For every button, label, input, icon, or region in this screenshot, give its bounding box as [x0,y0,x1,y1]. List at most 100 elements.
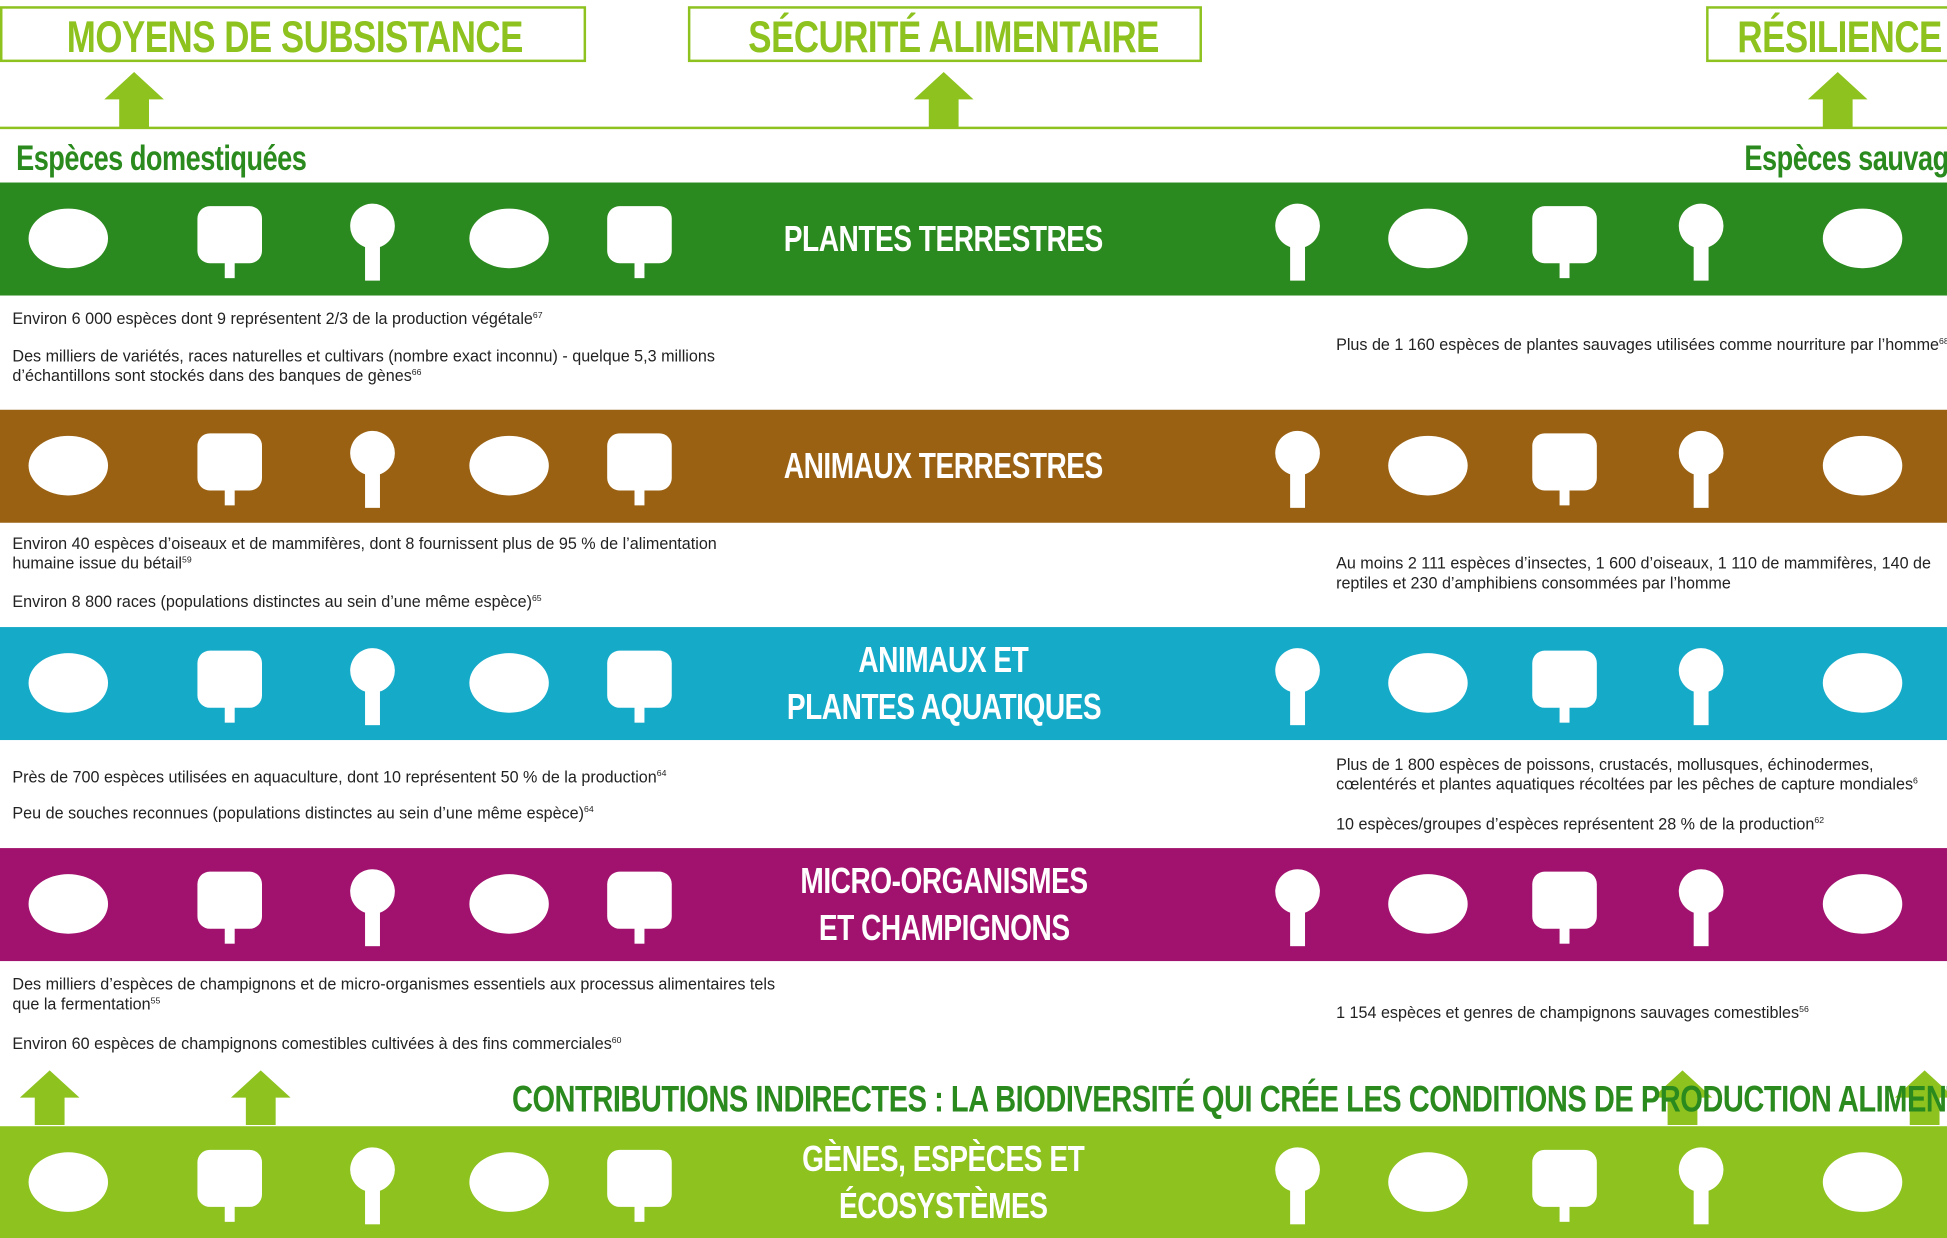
icon [607,1150,672,1207]
icon [635,261,645,278]
note-text: Des milliers d’espèces de champignons et… [12,975,775,1013]
icon [365,238,380,280]
icon [29,436,108,496]
icon [197,651,262,708]
note: Près de 700 espèces utilisées en aquacul… [12,767,782,787]
icon [635,488,645,505]
arrow [231,1070,291,1125]
icon [1560,926,1570,943]
icon [29,874,108,934]
icon [607,433,672,490]
note-text: Au moins 2 111 espèces d’insectes, 1 600… [1336,554,1931,592]
arrow [914,72,974,128]
icon [365,1182,380,1224]
note-ref: 64 [657,770,667,779]
label-text: Espèces domestiquées [16,134,306,184]
note: 10 espèces/groupes d’espèces représenten… [1336,815,1947,835]
icon [1532,651,1597,708]
icon [197,433,262,490]
note-ref: 59 [182,556,192,565]
note: Plus de 1 800 espèces de poissons, crust… [1336,755,1947,795]
note-text: Peu de souches reconnues (populations di… [12,803,584,822]
icon [469,436,548,496]
icon [1532,206,1597,263]
divider [0,127,1947,129]
icon [1290,683,1305,725]
footer-title: CONTRIBUTIONS INDIRECTES : LA BIODIVERSI… [298,1075,1689,1125]
note-text: 1 154 espèces et genres de champignons s… [1336,1003,1799,1022]
note-text: Environ 60 espèces de champignons comest… [12,1034,611,1053]
header-text: SÉCURITÉ ALIMENTAIRE [748,9,1159,62]
icon [1388,1152,1467,1212]
note-text: Des milliers de variétés, races naturell… [12,346,714,384]
icon [225,926,235,943]
note: Des milliers de variétés, races naturell… [12,346,782,386]
icon [197,1150,262,1207]
note-text: Plus de 1 160 espèces de plantes sauvage… [1336,335,1939,354]
note: Des milliers d’espèces de champignons et… [12,975,782,1015]
icon [365,904,380,946]
note-ref: 60 [612,1037,622,1046]
icon [365,683,380,725]
note: Environ 60 espèces de champignons comest… [12,1034,782,1054]
icon [1532,1150,1597,1207]
icon [469,209,548,269]
icon [1560,261,1570,278]
note: 1 154 espèces et genres de champignons s… [1336,1003,1947,1023]
header-box: SÉCURITÉ ALIMENTAIRE [688,6,1202,62]
header-box: RÉSILIENCE [1706,6,1947,62]
icon [1560,705,1570,722]
note-ref: 56 [1799,1006,1809,1015]
icon [29,1152,108,1212]
infographic: PLANTES TERRESTRESANIMAUX TERRESTRESANIM… [0,0,1947,1238]
note-ref: 68 [1939,338,1947,347]
icon [365,466,380,508]
icon [469,653,548,713]
icon [1694,683,1709,725]
note: Peu de souches reconnues (populations di… [12,803,782,823]
note-ref: 66 [412,369,422,378]
icon [1388,653,1467,713]
note: Environ 6 000 espèces dont 9 représenten… [12,309,782,329]
icon [1532,872,1597,929]
note: Plus de 1 160 espèces de plantes sauvage… [1336,335,1947,355]
icon [1388,874,1467,934]
icon [1694,904,1709,946]
icon [607,206,672,263]
icon [197,206,262,263]
note-text: Près de 700 espèces utilisées en aquacul… [12,767,656,786]
icon [1694,466,1709,508]
note: Au moins 2 111 espèces d’insectes, 1 600… [1336,554,1947,594]
label-text: Espèces sauvage [1744,134,1947,184]
icon [607,872,672,929]
note-ref: 62 [1814,817,1824,826]
icon [1823,874,1902,934]
icon [1290,238,1305,280]
icon [635,1204,645,1221]
arrow [20,1070,80,1125]
icon [607,651,672,708]
note: Environ 8 800 races (populations distinc… [12,592,782,612]
icon [1560,488,1570,505]
icon [225,261,235,278]
right-label: Espèces sauvage [1714,134,1947,184]
header-text: MOYENS DE SUBSISTANCE [67,9,523,62]
icon [1694,1182,1709,1224]
icon [469,874,548,934]
icon [1290,904,1305,946]
icon [1388,209,1467,269]
footer-title-text: CONTRIBUTIONS INDIRECTES : LA BIODIVERSI… [512,1075,1947,1125]
arrow [1808,72,1868,128]
icon [1823,653,1902,713]
icon [1388,436,1467,496]
page: PLANTES TERRESTRESANIMAUX TERRESTRESANIM… [0,0,1947,1235]
header-box: MOYENS DE SUBSISTANCE [0,6,586,62]
note-text: Environ 40 espèces d’oiseaux et de mammi… [12,534,716,572]
icon [1560,1204,1570,1221]
note-text: 10 espèces/groupes d’espèces représenten… [1336,815,1814,834]
icon [1290,466,1305,508]
icon [225,1204,235,1221]
arrow [104,72,164,128]
icon [469,1152,548,1212]
left-label: Espèces domestiquées [0,134,347,184]
